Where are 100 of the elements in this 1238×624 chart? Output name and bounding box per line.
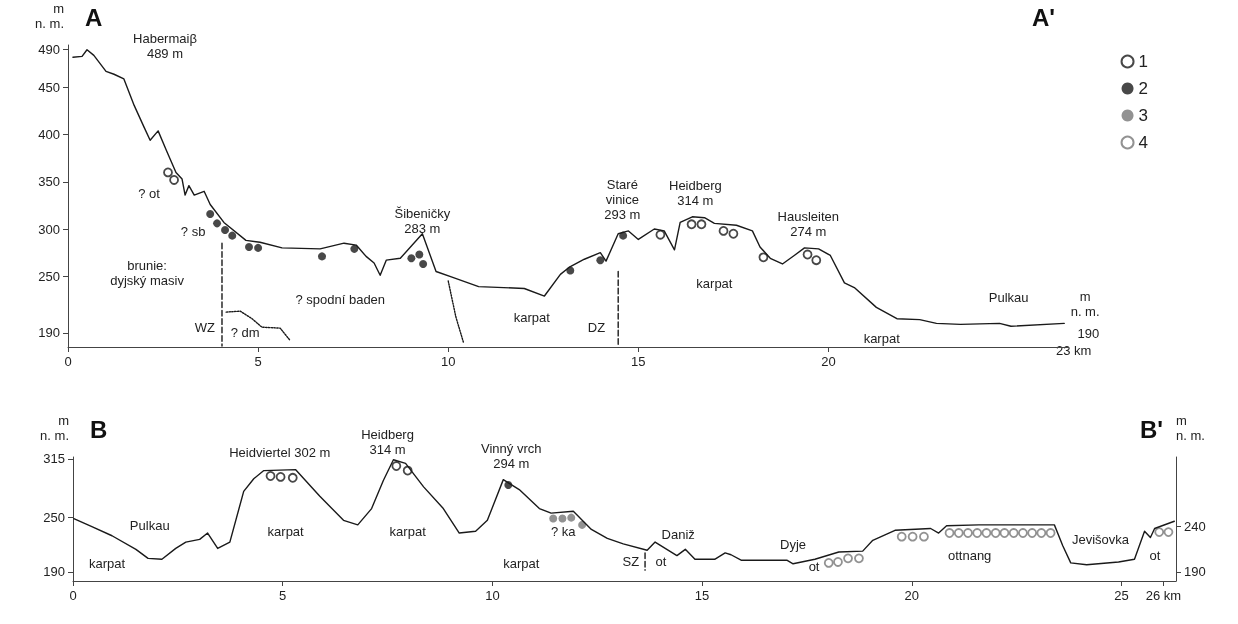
y-tick-label: 315 xyxy=(43,451,65,467)
y2-tick-label: 190 xyxy=(1184,564,1206,580)
legend-label: 1 xyxy=(1138,52,1149,71)
point xyxy=(981,528,992,538)
annotation: ot xyxy=(655,554,667,570)
x-tick-label: 20 xyxy=(821,354,836,369)
text: 190 xyxy=(1077,326,1100,342)
text: Heidberg 314 m xyxy=(361,427,414,457)
annotation: Hausleiten 274 m xyxy=(777,209,840,240)
x-tick-label: 15 xyxy=(631,354,646,369)
point xyxy=(1027,528,1038,538)
y-tick-label: 450 xyxy=(38,79,60,95)
legend-label: 2 xyxy=(1138,79,1149,98)
point xyxy=(1154,527,1165,538)
point xyxy=(1008,528,1019,538)
x-tick-label: 20 xyxy=(904,588,920,603)
point xyxy=(1018,528,1028,538)
annotation: Pulkau xyxy=(129,518,170,534)
chart-title: B xyxy=(90,415,108,443)
point xyxy=(275,472,286,482)
y-tick-label: 190 xyxy=(43,564,65,580)
x-tick-label: 25 xyxy=(1114,588,1129,603)
point xyxy=(419,259,428,268)
annotation: Habermaiβ 489 m xyxy=(133,31,197,62)
point xyxy=(802,249,813,260)
point xyxy=(1163,527,1174,538)
x-tick-label: 0 xyxy=(64,354,72,369)
annotation: DZ xyxy=(587,319,606,335)
annotation: karpat xyxy=(389,524,427,540)
point xyxy=(169,175,179,185)
annotation: karpat xyxy=(267,524,305,540)
y-axis-title: m n. m. xyxy=(35,1,64,31)
point xyxy=(1045,528,1056,538)
annotation: ot xyxy=(1149,547,1161,563)
point xyxy=(558,514,567,523)
y-axis-title: m n. m. xyxy=(40,413,69,443)
point xyxy=(391,461,402,471)
annotation: Pulkau xyxy=(988,289,1029,305)
chart-title: A xyxy=(85,3,103,31)
chart-subtitle: A' xyxy=(1031,3,1056,31)
point xyxy=(287,472,298,483)
x-tick-label: 10 xyxy=(440,354,456,369)
point xyxy=(811,255,822,266)
point xyxy=(206,209,215,218)
point xyxy=(407,254,416,263)
text: m n. m. xyxy=(1070,288,1100,319)
chart-subtitle: B' xyxy=(1139,415,1164,443)
y-tick-label: 350 xyxy=(38,174,60,190)
x-tick-label: 26 km xyxy=(1145,588,1182,603)
point xyxy=(318,252,326,261)
annotation: karpat xyxy=(503,556,540,572)
point xyxy=(919,531,929,542)
point xyxy=(953,528,964,538)
y2-tick-label: 240 xyxy=(1184,519,1206,535)
point xyxy=(896,531,907,542)
point xyxy=(221,225,230,234)
annotation: Heidviertel 302 m xyxy=(229,444,331,460)
point xyxy=(686,219,697,230)
point xyxy=(758,252,769,263)
x-tick-label: 10 xyxy=(485,588,500,603)
annotation: Jevišovka xyxy=(1071,531,1130,547)
y-tick-label: 400 xyxy=(38,127,60,143)
annotation: Staré vinice 293 m xyxy=(604,177,641,223)
annotation: Šibeničky 283 m xyxy=(394,205,451,236)
annotation: ? dm xyxy=(230,325,260,341)
point xyxy=(596,256,605,265)
y-tick-label: 190 xyxy=(38,325,60,341)
legend-label: 4 xyxy=(1138,133,1149,152)
annotation: Daniž xyxy=(661,527,695,543)
y-tick-label: 300 xyxy=(38,221,60,237)
point xyxy=(728,228,739,239)
point xyxy=(245,242,253,251)
point xyxy=(549,514,558,523)
point xyxy=(1036,528,1047,538)
point xyxy=(990,528,1001,538)
annotation: karpat xyxy=(696,276,733,292)
point xyxy=(944,528,955,538)
point xyxy=(843,553,853,564)
annotation: ? spodní baden xyxy=(295,292,386,308)
annotation: ? sb xyxy=(180,224,206,240)
point xyxy=(254,243,263,252)
point xyxy=(823,558,834,568)
point xyxy=(833,557,843,567)
annotation: Vinný vrch 294 m xyxy=(481,440,542,471)
point xyxy=(907,531,918,542)
y2-axis-title: m n. m. xyxy=(1176,413,1205,443)
point xyxy=(567,513,576,522)
y-tick-label: 250 xyxy=(43,510,65,526)
point xyxy=(655,229,666,240)
annotation: ottnang xyxy=(947,547,992,563)
point xyxy=(718,226,729,236)
line-series xyxy=(225,310,291,342)
legend-label: 3 xyxy=(1138,106,1149,125)
point xyxy=(999,528,1010,538)
point xyxy=(963,528,973,538)
x-tick-label: 0 xyxy=(69,588,77,603)
annotation: brunie: dyjský masiv xyxy=(110,257,185,288)
point xyxy=(163,167,173,178)
point xyxy=(696,219,707,230)
annotation: Heidberg 314 m xyxy=(668,178,722,209)
